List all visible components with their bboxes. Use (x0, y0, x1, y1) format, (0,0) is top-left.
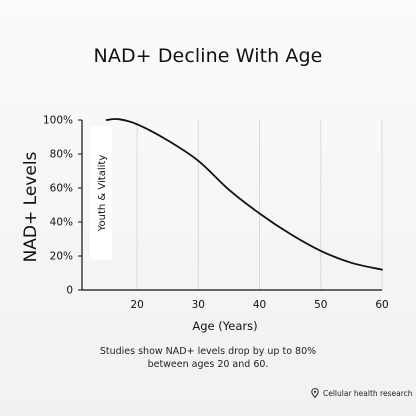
grid-lines (136, 120, 383, 290)
chart-title: NAD+ Decline With Age (93, 45, 323, 67)
y-tick-label: 100% (43, 115, 73, 127)
x-tick-label: 20 (130, 299, 143, 311)
y-tick-label: 40% (50, 217, 73, 229)
caption: Studies show NAD+ levels drop by up to 8… (90, 345, 326, 371)
axes (78, 119, 382, 291)
x-axis-label: Age (Years) (192, 319, 258, 333)
caption-line-1: Studies show NAD+ levels drop by up to 8… (99, 346, 317, 357)
series-line-0 (105, 118, 383, 271)
source-label: Cellular health research (323, 388, 413, 398)
y-tick-label: 80% (50, 149, 73, 161)
tick-labels: 20 30 40 50 60 0 20% 40% 60% 80% 100% (43, 115, 389, 312)
annotation-text: Youth & Vitality (97, 155, 108, 233)
y-tick-label: 0 (66, 285, 73, 297)
location-pin-icon (311, 388, 319, 398)
x-tick-label: 60 (375, 299, 388, 311)
x-tick-label: 30 (192, 299, 205, 311)
series (105, 118, 383, 271)
x-tick-label: 40 (253, 299, 266, 311)
annotation-box (90, 126, 112, 260)
y-tick-label: 60% (50, 183, 73, 195)
y-tick-label: 20% (50, 251, 73, 263)
x-tick-label: 50 (314, 299, 327, 311)
caption-line-2: between ages 20 and 60. (147, 359, 269, 370)
source-credit: Cellular health research (311, 388, 413, 398)
